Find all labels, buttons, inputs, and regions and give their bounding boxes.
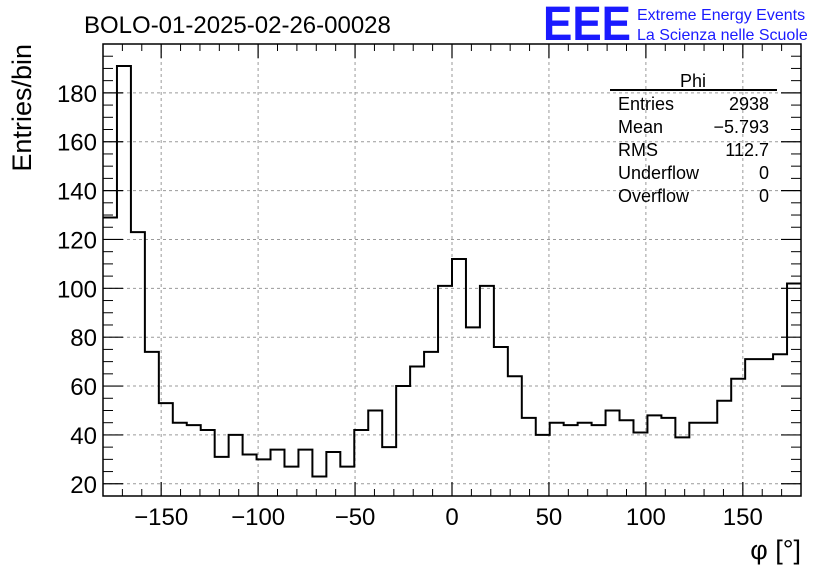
x-tick-label: −150 <box>134 504 188 531</box>
stats-value: −5.793 <box>713 117 769 137</box>
histogram-bin <box>578 423 592 496</box>
histogram-bin <box>787 283 801 496</box>
chart-title: BOLO-01-2025-02-26-00028 <box>84 12 391 39</box>
histogram-bin <box>326 452 340 496</box>
x-tick-label: 50 <box>536 504 563 531</box>
y-tick-label: 120 <box>57 227 97 254</box>
histogram-bin <box>661 418 675 496</box>
logo-line-2: La Scienza nelle Scuole <box>637 27 808 44</box>
histogram-bin <box>508 376 522 496</box>
histogram-bin <box>271 450 285 496</box>
histogram-bin <box>382 447 396 496</box>
histogram-bin <box>159 403 173 496</box>
histogram-bin <box>480 286 494 496</box>
histogram-bin <box>229 435 243 496</box>
x-tick-label: 100 <box>626 504 666 531</box>
histogram-bin <box>647 415 661 496</box>
x-tick-label: 0 <box>445 504 458 531</box>
histogram-bin <box>703 423 717 496</box>
eee-logo: EEE Extreme Energy Events La Scienza nel… <box>543 0 808 51</box>
histogram-bin <box>759 359 773 496</box>
histogram-bin <box>745 359 759 496</box>
stats-value: 0 <box>759 186 769 206</box>
x-axis-title: φ [°] <box>750 535 801 565</box>
histogram-bin <box>536 435 550 496</box>
histogram-bin <box>340 467 354 496</box>
histogram-bin <box>424 352 438 496</box>
histogram-bin <box>522 418 536 496</box>
histogram-bin <box>284 467 298 496</box>
y-tick-label: 140 <box>57 179 97 206</box>
histogram-bin <box>145 352 159 496</box>
histogram-bin <box>466 327 480 496</box>
x-tick-label: −100 <box>231 504 285 531</box>
stats-value: 0 <box>759 163 769 183</box>
eee-logo-mark: EEE <box>543 0 631 51</box>
histogram-bin <box>368 410 382 496</box>
stats-name: Phi <box>680 71 706 91</box>
histogram-bin <box>257 459 271 496</box>
stats-label: RMS <box>618 140 658 160</box>
stats-label: Entries <box>618 94 674 114</box>
histogram-bin <box>773 354 787 496</box>
axis-ticks <box>102 44 802 497</box>
histogram-bin <box>452 259 466 496</box>
grid <box>103 44 801 496</box>
histogram-bin <box>298 450 312 496</box>
histogram-bin <box>633 432 647 496</box>
y-tick-label: 60 <box>70 374 97 401</box>
x-tick-labels: −150 −100 −50 0 50 100 150 <box>134 504 763 531</box>
histogram-bin <box>438 286 452 496</box>
histogram-bin <box>312 476 326 496</box>
stats-rows: Entries 2938 Mean −5.793 RMS 112.7 Underflow 0 O… <box>618 94 769 206</box>
y-tick-label: 40 <box>70 423 97 450</box>
histogram-bin <box>717 401 731 496</box>
histogram-bin <box>564 425 578 496</box>
plot-frame <box>102 43 802 497</box>
stats-box: Phi Entries 2938 Mean −5.793 RMS 112.7 Underfl… <box>610 71 777 206</box>
histogram-bin <box>620 420 634 496</box>
histogram-bin <box>606 410 620 496</box>
stats-value: 2938 <box>729 94 769 114</box>
y-tick-label: 80 <box>70 325 97 352</box>
x-tick-label: −50 <box>335 504 376 531</box>
histogram-bin <box>103 217 117 496</box>
histogram-bin <box>396 386 410 496</box>
histogram-bin <box>131 232 145 496</box>
histogram-bin <box>550 423 564 496</box>
y-tick-label: 180 <box>57 81 97 108</box>
histogram-bin <box>215 457 229 496</box>
stats-value: 112.7 <box>725 140 769 160</box>
histogram-bin <box>689 423 703 496</box>
y-axis-title: Entries/bin <box>7 44 37 172</box>
x-tick-label: 150 <box>723 504 763 531</box>
stats-label: Overflow <box>618 186 690 206</box>
histogram-bin <box>117 66 131 496</box>
stats-label: Underflow <box>618 163 700 183</box>
histogram-bin <box>675 437 689 496</box>
histogram-bin <box>592 425 606 496</box>
histogram-bin <box>494 347 508 496</box>
histogram-bin <box>201 430 215 496</box>
histogram-bin <box>243 454 257 496</box>
histogram-bin <box>354 430 368 496</box>
stats-label: Mean <box>618 117 663 137</box>
y-tick-labels: 20 40 60 80 100 120 140 160 180 <box>57 81 97 499</box>
y-tick-label: 160 <box>57 130 97 157</box>
histogram-bin <box>187 425 201 496</box>
y-tick-label: 100 <box>57 276 97 303</box>
histogram-bin <box>173 423 187 496</box>
histogram-outline <box>103 64 801 478</box>
logo-line-1: Extreme Energy Events <box>637 7 805 24</box>
histogram-bin <box>410 367 424 496</box>
y-tick-label: 20 <box>70 472 97 499</box>
histogram-bin <box>731 379 745 496</box>
